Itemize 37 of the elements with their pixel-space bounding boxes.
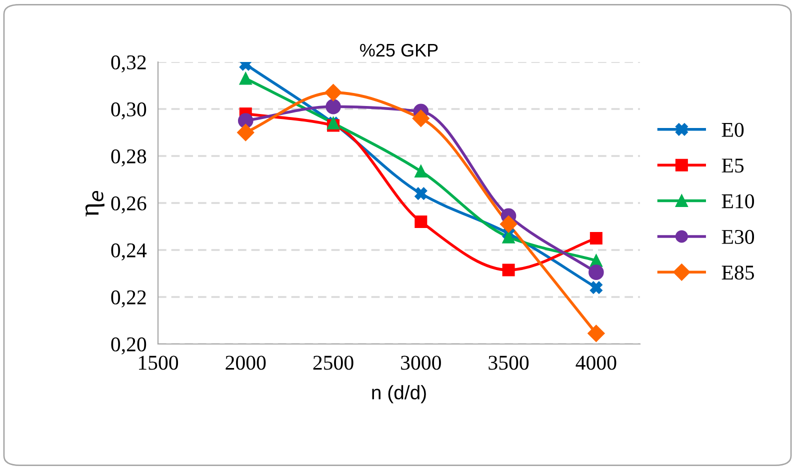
point bbox=[588, 264, 604, 280]
point bbox=[414, 165, 428, 178]
point bbox=[237, 124, 254, 142]
legend-label: E30 bbox=[722, 230, 754, 244]
point bbox=[412, 110, 430, 127]
x-tick-label: 1500 bbox=[139, 356, 178, 370]
point bbox=[502, 230, 515, 244]
point bbox=[502, 264, 515, 276]
y-tick-label: 0,24 bbox=[111, 243, 147, 260]
y-axis-title: η$_{e}$ bbox=[85, 191, 104, 216]
x-tick-label: 3000 bbox=[401, 356, 441, 370]
x-tick-label: 4000 bbox=[576, 356, 616, 370]
legend-label: E10 bbox=[722, 194, 754, 208]
legend-label: E5 bbox=[722, 158, 744, 173]
chart-title: %25 GKP bbox=[360, 44, 438, 57]
legend-label: E0 bbox=[722, 122, 744, 137]
point bbox=[588, 324, 605, 342]
y-tick-label: 0,30 bbox=[111, 102, 146, 120]
point bbox=[239, 72, 252, 85]
y-tick-label: 0,20 bbox=[111, 337, 146, 354]
point bbox=[324, 84, 342, 102]
point bbox=[590, 232, 602, 244]
y-tick-label: 0,28 bbox=[111, 149, 146, 166]
point bbox=[500, 216, 518, 233]
y-tick-label: 0,22 bbox=[111, 290, 146, 308]
point bbox=[414, 187, 428, 200]
x-axis-title: n (d/d) bbox=[372, 385, 426, 404]
legend-label: E85 bbox=[722, 266, 754, 280]
point bbox=[238, 113, 254, 128]
y-tick-label: 0,32 bbox=[111, 55, 146, 72]
y-tick-label: 0,26 bbox=[111, 196, 146, 214]
x-tick-label: 3500 bbox=[488, 356, 529, 370]
point bbox=[326, 99, 341, 114]
point bbox=[590, 281, 602, 294]
point bbox=[414, 216, 428, 228]
x-tick-label: 2500 bbox=[313, 356, 354, 370]
x-tick-label: 2000 bbox=[226, 356, 266, 370]
